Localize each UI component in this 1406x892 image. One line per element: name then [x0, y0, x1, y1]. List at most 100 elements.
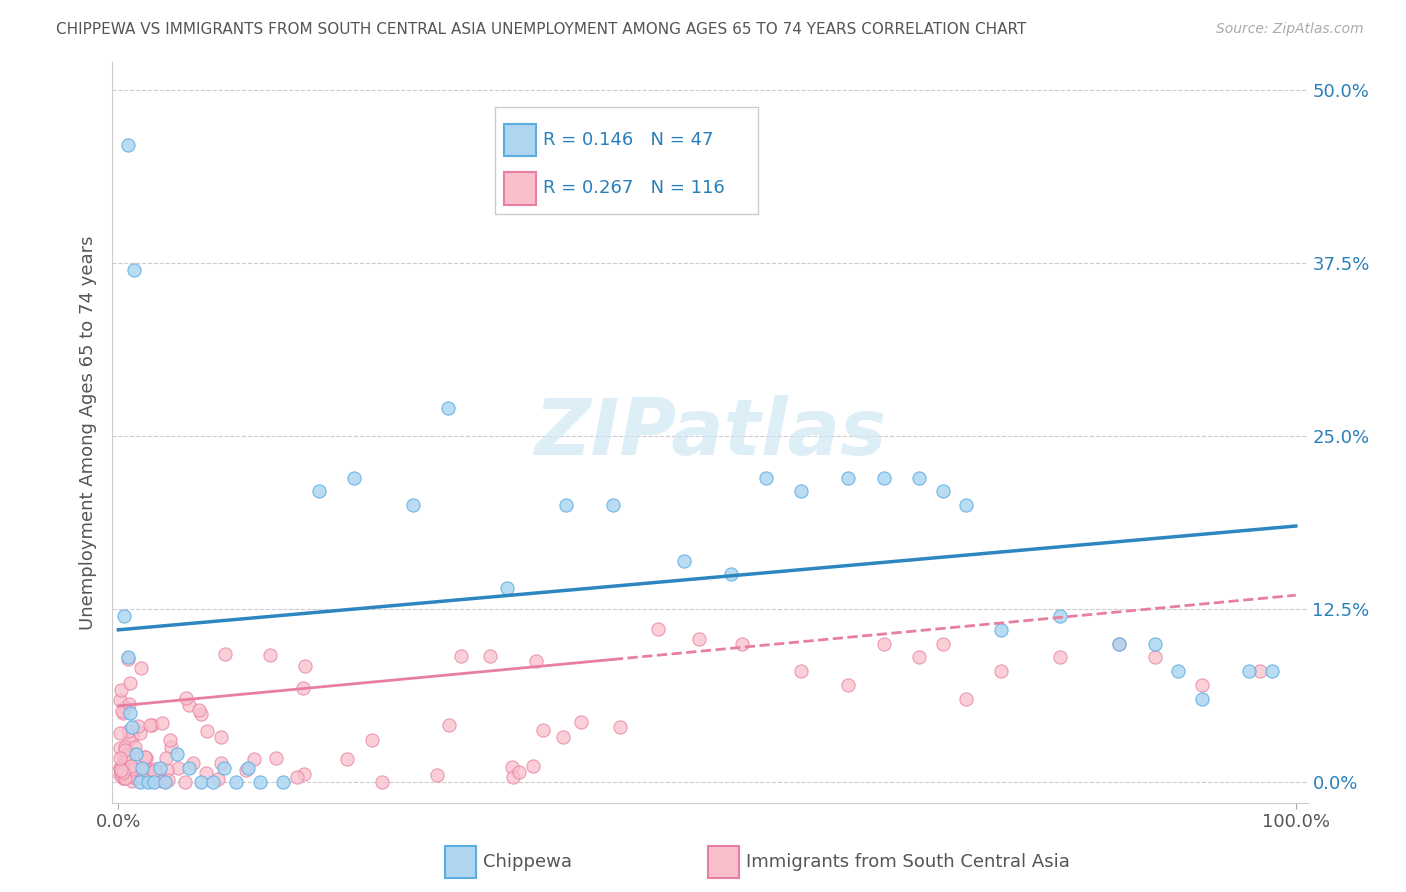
Point: [159, 733, 181, 747]
Point: [873, 637, 896, 651]
Point: [117, 651, 139, 665]
Point: [479, 649, 502, 664]
Point: [110, 766, 132, 780]
Point: [1191, 692, 1213, 706]
Point: [990, 623, 1012, 637]
Point: [1143, 637, 1166, 651]
Point: [131, 761, 153, 775]
Point: [146, 772, 169, 787]
Point: [990, 665, 1012, 679]
Point: [264, 751, 287, 765]
Point: [214, 761, 236, 775]
Point: [437, 718, 460, 732]
Point: [155, 775, 177, 789]
Point: [225, 775, 247, 789]
Point: [117, 138, 139, 153]
Point: [118, 769, 141, 783]
FancyBboxPatch shape: [707, 846, 738, 879]
Point: [114, 739, 136, 754]
Point: [127, 719, 149, 733]
Point: [150, 716, 173, 731]
Point: [139, 718, 162, 732]
Point: [112, 756, 135, 771]
Point: [501, 760, 523, 774]
Point: [214, 648, 236, 662]
Point: [343, 470, 366, 484]
Point: [1049, 609, 1071, 624]
Point: [177, 761, 200, 775]
Point: [688, 632, 710, 646]
Point: [134, 772, 156, 787]
Point: [790, 665, 813, 679]
Point: [118, 676, 141, 690]
Point: [955, 692, 977, 706]
Point: [207, 772, 229, 787]
Point: [122, 263, 145, 277]
Point: [292, 767, 315, 781]
Text: CHIPPEWA VS IMMIGRANTS FROM SOUTH CENTRAL ASIA UNEMPLOYMENT AMONG AGES 65 TO 74 : CHIPPEWA VS IMMIGRANTS FROM SOUTH CENTRA…: [56, 22, 1026, 37]
Point: [110, 683, 132, 698]
Point: [908, 470, 931, 484]
Point: [135, 751, 157, 765]
Point: [120, 759, 142, 773]
Point: [243, 752, 266, 766]
Point: [173, 774, 195, 789]
Point: [117, 749, 139, 764]
Point: [174, 691, 197, 706]
Point: [371, 774, 394, 789]
Text: R = 0.267   N = 116: R = 0.267 N = 116: [543, 179, 724, 197]
Point: [496, 582, 519, 596]
Point: [647, 622, 669, 636]
Point: [131, 661, 153, 675]
Point: [111, 704, 134, 718]
FancyBboxPatch shape: [444, 846, 475, 879]
Point: [150, 773, 173, 788]
Point: [209, 756, 232, 770]
Point: [294, 659, 316, 673]
Point: [1108, 637, 1130, 651]
Point: [292, 681, 315, 695]
Point: [121, 720, 143, 734]
Point: [108, 761, 131, 775]
Point: [873, 470, 896, 484]
Point: [502, 770, 524, 784]
Point: [152, 773, 174, 788]
Point: [117, 756, 139, 770]
Point: [195, 724, 218, 739]
Point: [114, 742, 136, 756]
Point: [187, 703, 209, 717]
Point: [522, 758, 544, 772]
Point: [235, 764, 257, 778]
Point: [143, 762, 166, 776]
Point: [134, 760, 156, 774]
Point: [118, 697, 141, 711]
Point: [108, 741, 131, 756]
Point: [402, 498, 425, 512]
Point: [183, 756, 205, 771]
Point: [285, 770, 308, 784]
Text: R = 0.146   N = 47: R = 0.146 N = 47: [543, 131, 713, 149]
Point: [124, 747, 146, 761]
Point: [531, 723, 554, 738]
Point: [134, 750, 156, 764]
Point: [508, 765, 530, 780]
Point: [837, 470, 859, 484]
Point: [128, 775, 150, 789]
Point: [110, 763, 132, 777]
Point: [155, 751, 177, 765]
Point: [931, 637, 953, 651]
Point: [190, 706, 212, 721]
FancyBboxPatch shape: [505, 172, 536, 204]
Point: [108, 751, 131, 765]
Point: [1250, 665, 1272, 679]
Point: [156, 763, 179, 777]
Point: [120, 706, 142, 720]
Point: [121, 762, 143, 776]
Point: [1049, 650, 1071, 665]
Point: [112, 771, 135, 785]
Point: [361, 733, 384, 747]
Point: [336, 752, 359, 766]
Point: [249, 775, 271, 789]
Point: [112, 771, 135, 785]
Point: [114, 699, 136, 714]
